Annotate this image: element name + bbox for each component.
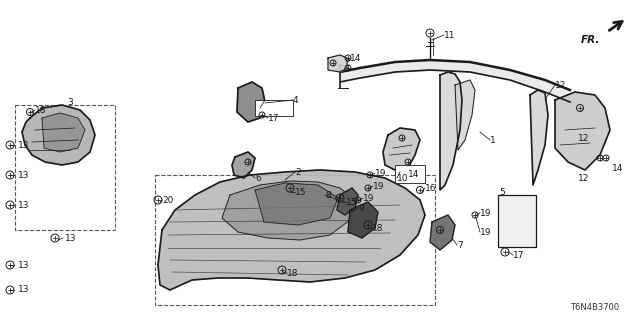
Polygon shape: [430, 215, 455, 250]
Polygon shape: [383, 128, 420, 170]
Bar: [395, 165, 425, 183]
Polygon shape: [328, 55, 347, 72]
Polygon shape: [237, 82, 265, 122]
Text: 12: 12: [555, 81, 566, 90]
Text: 14: 14: [408, 170, 419, 179]
Text: 14: 14: [350, 53, 362, 62]
Polygon shape: [455, 80, 475, 150]
Polygon shape: [337, 188, 358, 215]
Text: 19: 19: [375, 169, 387, 178]
Polygon shape: [555, 92, 610, 170]
Polygon shape: [255, 183, 338, 225]
Text: 8: 8: [325, 190, 331, 199]
Text: 17: 17: [268, 114, 280, 123]
Text: 13: 13: [18, 285, 29, 294]
Text: 4: 4: [293, 95, 299, 105]
Text: 13: 13: [18, 201, 29, 210]
Text: 19: 19: [373, 181, 385, 190]
Text: 18: 18: [287, 268, 298, 277]
Text: 14: 14: [612, 164, 623, 172]
Text: 17: 17: [513, 251, 525, 260]
Text: FR.: FR.: [580, 35, 600, 45]
Text: 2: 2: [295, 167, 301, 177]
Text: 19: 19: [363, 194, 374, 203]
Text: 7: 7: [457, 241, 463, 250]
Text: 13: 13: [18, 171, 29, 180]
Text: 15: 15: [346, 197, 358, 206]
Text: 13: 13: [18, 260, 29, 269]
Text: 20: 20: [162, 196, 173, 204]
Polygon shape: [22, 105, 95, 165]
Polygon shape: [158, 170, 425, 290]
Text: 19: 19: [480, 228, 492, 236]
Text: 18: 18: [372, 223, 383, 233]
Text: 10: 10: [397, 173, 408, 182]
Polygon shape: [530, 90, 548, 185]
Text: 13: 13: [18, 140, 29, 149]
Bar: [255, 100, 293, 116]
Text: 3: 3: [67, 98, 73, 107]
Text: 18: 18: [35, 106, 47, 115]
Polygon shape: [42, 113, 85, 152]
Bar: [15, 105, 115, 230]
Text: 11: 11: [444, 30, 456, 39]
Polygon shape: [348, 202, 378, 238]
Text: 9: 9: [358, 204, 364, 212]
Text: 6: 6: [255, 173, 260, 182]
Text: 5: 5: [499, 188, 505, 196]
Text: 13: 13: [65, 234, 77, 243]
Bar: [155, 175, 435, 305]
Polygon shape: [232, 152, 255, 178]
Text: 12: 12: [578, 133, 589, 142]
Text: 12: 12: [578, 173, 589, 182]
Text: 15: 15: [295, 188, 307, 196]
Text: T6N4B3700: T6N4B3700: [570, 303, 619, 313]
Bar: [498, 195, 536, 247]
Polygon shape: [440, 72, 462, 190]
Polygon shape: [222, 181, 355, 240]
Text: 1: 1: [490, 135, 496, 145]
Text: 19: 19: [480, 209, 492, 218]
Text: 16: 16: [425, 183, 436, 193]
